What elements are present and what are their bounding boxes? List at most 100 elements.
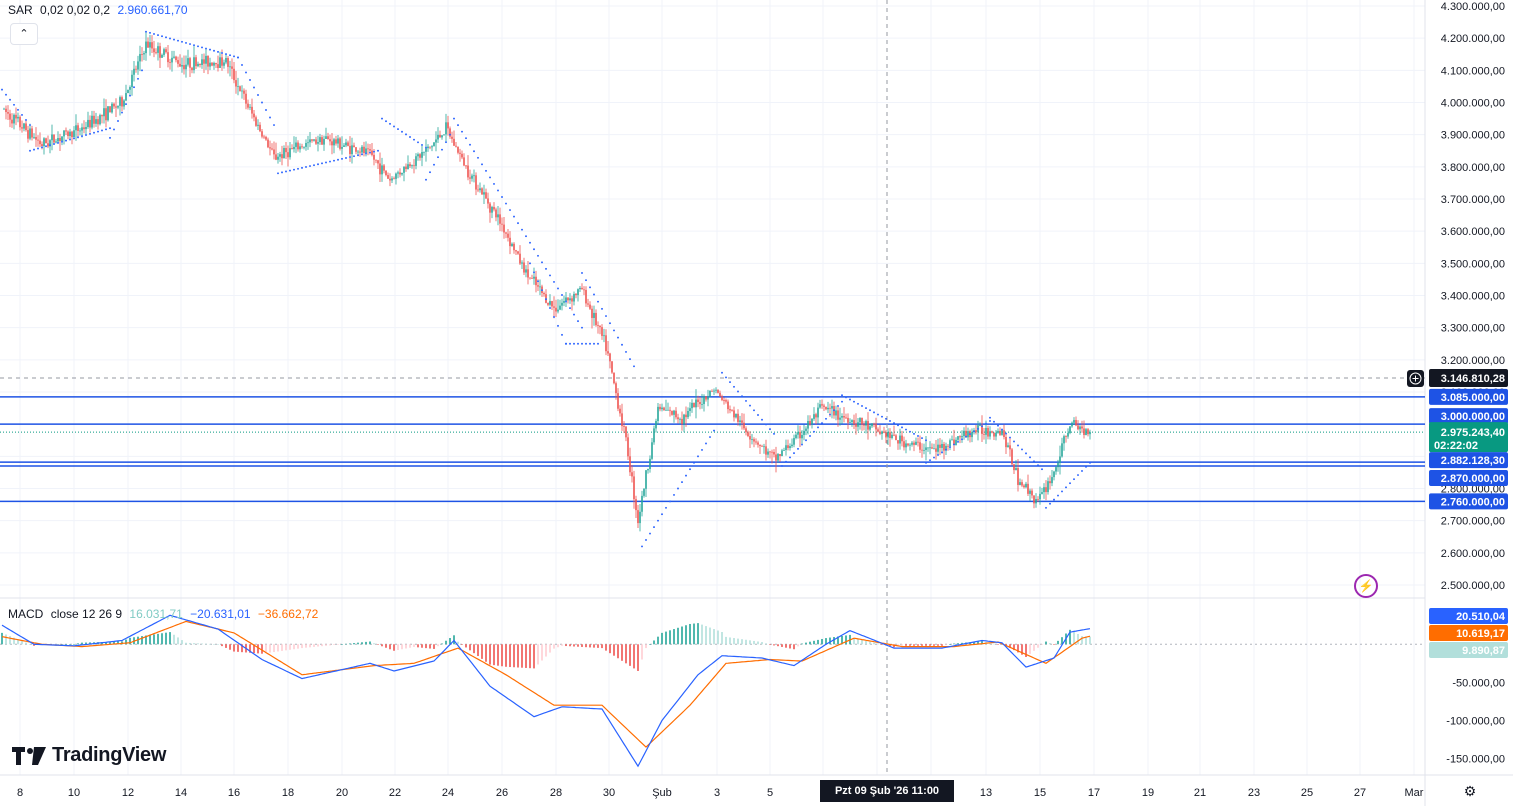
macd-histogram-bar (377, 644, 379, 645)
price-tick-label: 4.300.000,00 (1441, 1, 1505, 13)
macd-histogram-bar (1029, 644, 1031, 654)
macd-histogram-bar (513, 644, 515, 668)
candle-body (219, 57, 221, 68)
candle-body (967, 431, 969, 438)
macd-legend[interactable]: MACD close 12 26 9 16.031,71 −20.631,01 … (8, 607, 322, 621)
candle-body (501, 223, 503, 225)
sar-dot (441, 148, 443, 151)
candle-body (623, 426, 625, 427)
sar-dot (49, 144, 51, 147)
candle-body (881, 431, 883, 434)
candle-body (579, 287, 581, 290)
settings-gear-icon[interactable]: ⚙ (1463, 783, 1477, 799)
candle-body (113, 103, 115, 107)
macd-histogram-bar (801, 643, 803, 645)
sar-dot (497, 189, 499, 192)
sar-dot (185, 41, 187, 44)
candle-body (461, 153, 463, 158)
sar-dot (365, 152, 367, 155)
time-tick-label: 25 (1301, 787, 1313, 799)
macd-histogram-bar (721, 632, 723, 645)
sar-dot (29, 149, 31, 152)
sar-dot (357, 154, 359, 157)
sar-dot (397, 128, 399, 131)
candle-body (319, 137, 321, 143)
macd-histogram-bar (749, 640, 751, 645)
candle-body (357, 151, 359, 153)
candle-body (1023, 485, 1025, 488)
candle-body (431, 146, 433, 148)
candle-body (171, 57, 173, 63)
candle-body (421, 152, 423, 158)
candle-body (1027, 483, 1029, 494)
candle-body (801, 434, 803, 439)
crosshair-price-label: 3.146.810,28 (1441, 373, 1505, 385)
macd-histogram-bar (289, 644, 291, 650)
candle-body (945, 445, 947, 451)
macd-histogram-bar (693, 623, 695, 645)
macd-histogram-bar (385, 644, 387, 648)
candle-body (317, 142, 319, 144)
candle-body (593, 312, 595, 318)
crosshair-time-label: Pzt 09 Şub '26 11:00 (820, 780, 954, 802)
sar-dot (465, 137, 467, 140)
macd-histogram-bar (877, 643, 879, 645)
candle-body (747, 432, 749, 437)
sar-dot (833, 409, 835, 412)
candle-body (861, 417, 863, 425)
sar-dot (617, 336, 619, 339)
candle-body (257, 124, 259, 126)
macd-histogram-bar (461, 644, 463, 645)
candle-body (87, 119, 89, 127)
macd-histogram-bar (273, 644, 275, 653)
candle-body (41, 144, 43, 147)
candle-body (727, 401, 729, 410)
time-tick-label: Mar (1405, 787, 1424, 799)
candle-body (189, 58, 191, 68)
candle-body (1077, 425, 1079, 430)
macd-histogram-bar (497, 644, 499, 666)
macd-histogram-bar (257, 644, 259, 654)
candle-body (947, 445, 949, 447)
candle-body (989, 431, 991, 437)
lightning-icon[interactable]: ⚡ (1354, 574, 1378, 598)
sar-dot (129, 94, 131, 97)
candle-body (217, 64, 219, 68)
candle-body (605, 335, 607, 352)
candle-body (333, 139, 335, 146)
candle-body (403, 166, 405, 173)
sar-legend[interactable]: SAR 0,02 0,02 0,2 2.960.661,70 (8, 3, 192, 17)
candle-body (1083, 428, 1085, 435)
candle-body (587, 303, 589, 305)
macd-histogram-bar (993, 643, 995, 645)
macd-histogram-bar (1021, 644, 1023, 655)
macd-histogram-bar (881, 644, 883, 645)
sar-dot (969, 433, 971, 435)
candle-body (1071, 422, 1073, 427)
macd-legend-hist: 16.031,71 (129, 607, 183, 621)
candle-body (395, 173, 397, 179)
candle-body (875, 423, 877, 430)
candle-body (1055, 467, 1057, 472)
candle-body (651, 442, 653, 459)
candle-body (491, 206, 493, 213)
candle-body (91, 115, 93, 128)
sar-dot (85, 134, 87, 136)
macd-histogram-bar (561, 644, 563, 646)
sar-dot (893, 422, 895, 425)
candle-body (1035, 498, 1037, 504)
sar-dot (553, 280, 555, 283)
macd-histogram-bar (917, 644, 919, 646)
collapse-legend-button[interactable]: ⌃ (10, 23, 38, 45)
candle-body (79, 130, 81, 132)
candle-body (609, 353, 611, 362)
candle-body (1057, 463, 1059, 468)
candle-body (303, 146, 305, 148)
sar-dot (1013, 440, 1015, 443)
hist-value-label-bg (1429, 642, 1508, 658)
macd-histogram-bar (509, 644, 511, 668)
candle-body (481, 188, 483, 195)
tradingview-logo[interactable]: TradingView (12, 744, 166, 767)
price-axis-labels: 3.146.810,28 3.085.000,00 3.000.000,00 2.97… (1407, 369, 1508, 658)
